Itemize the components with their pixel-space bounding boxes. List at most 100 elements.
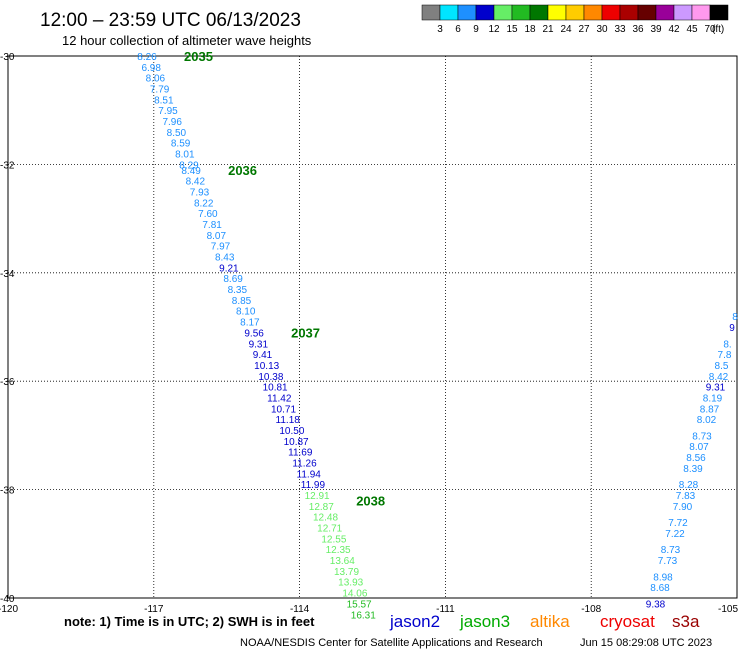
wave-height-reading: 11.42	[267, 393, 292, 404]
lon-tick-label: -117	[144, 604, 164, 615]
legend-swatch	[457, 4, 477, 21]
legend-swatch	[583, 4, 603, 21]
lat-tick-label: -40	[0, 594, 15, 605]
wave-height-reading: 10.71	[271, 404, 296, 415]
wave-height-reading: 6.98	[141, 63, 161, 74]
legend-swatch	[421, 4, 441, 21]
wave-height-reading: 8.	[723, 339, 731, 350]
lat-tick-label: -32	[0, 160, 15, 171]
wave-height-reading: 15.57	[347, 599, 372, 610]
wave-height-reading: 9.38	[646, 599, 666, 610]
wave-height-reading: 8.07	[207, 231, 227, 242]
legend-label: 45	[686, 24, 698, 35]
wave-height-reading: 8.43	[215, 253, 235, 264]
legend-label: 3	[437, 24, 443, 35]
wave-height-reading: 8.19	[703, 393, 723, 404]
wave-height-reading: 9.31	[706, 383, 726, 394]
legend-label: 39	[650, 24, 662, 35]
wave-height-reading: 7.22	[665, 529, 685, 540]
pass-time-label: 2037	[291, 325, 320, 340]
units-note: note: 1) Time is in UTC; 2) SWH is in fe…	[64, 614, 315, 629]
legend-swatch	[655, 4, 675, 21]
wave-height-reading: 8.26	[137, 52, 157, 63]
track-1: 8.266.988.067.798.517.957.968.508.598.01…	[137, 49, 385, 621]
lat-lon-grid	[8, 56, 737, 598]
lat-tick-label: -38	[0, 486, 15, 497]
legend-label: 33	[614, 24, 626, 35]
wave-height-reading: 12.91	[305, 491, 330, 502]
pass-time-label: 2035	[184, 49, 213, 64]
wave-height-reading: 7.79	[150, 85, 170, 96]
wave-height-reading: 11.99	[301, 480, 326, 491]
wave-height-reading: 8.17	[240, 318, 260, 329]
wave-height-reading: 11.18	[276, 415, 301, 426]
wave-height-reading: 11.26	[292, 459, 317, 470]
legend-swatch	[565, 4, 585, 21]
satellite-name-cryosat: cryosat	[600, 612, 655, 631]
wave-height-reading: 12.87	[309, 502, 334, 513]
legend-swatch	[637, 4, 657, 21]
axis-tick-labels: -120 -117 -114 -111 -108 -105 -30 -32 -34 -36 -38 -…	[0, 52, 738, 615]
legend-swatch	[511, 4, 531, 21]
wave-height-reading: 8.87	[700, 404, 720, 415]
wave-height-reading: 8	[732, 312, 738, 323]
wave-height-reading: 8.06	[146, 74, 166, 85]
wave-height-reading: 7.8	[718, 350, 732, 361]
wave-height-reading: 8.01	[175, 150, 195, 161]
legend-label: 18	[524, 24, 536, 35]
legend-swatch	[439, 4, 459, 21]
wave-height-reading: 8.07	[689, 442, 709, 453]
lat-tick-label: -30	[0, 52, 15, 63]
wave-height-reading: 8.28	[679, 480, 699, 491]
pass-time-label: 2036	[228, 163, 257, 178]
wave-height-reading: 10.81	[263, 383, 288, 394]
wave-height-reading: 10.87	[284, 437, 309, 448]
wave-height-reading: 9.41	[253, 350, 273, 361]
wave-height-reading: 8.39	[683, 464, 703, 475]
legend-swatch	[547, 4, 567, 21]
wave-height-reading: 12.71	[317, 524, 342, 535]
legend-swatch	[529, 4, 549, 21]
wave-height-reading: 8.29	[179, 160, 199, 171]
wave-height-reading: 8.85	[232, 296, 252, 307]
legend-swatch	[691, 4, 711, 21]
legend-swatch	[709, 4, 729, 21]
wave-height-reading: 7.72	[668, 518, 688, 529]
satellite-name-s3a: s3a	[672, 612, 700, 631]
wave-height-reading: 10.13	[254, 361, 279, 372]
wave-height-reading: 8.59	[171, 139, 191, 150]
satellite-legend: jason2 jason3 altika cryosat s3a	[389, 612, 700, 631]
wave-height-reading: 7.95	[158, 106, 178, 117]
legend-label: 15	[506, 24, 518, 35]
legend-label: 36	[632, 24, 644, 35]
color-legend: 3 6 9 12 15 18 21 24 27 30 33 36 39 42 45 70(ft)	[421, 4, 729, 35]
legend-swatch	[619, 4, 639, 21]
wave-height-reading: 8.35	[228, 285, 248, 296]
legend-label: 42	[668, 24, 680, 35]
pass-time-label: 2038	[356, 493, 385, 508]
generated-timestamp: Jun 15 08:29:08 UTC 2023	[580, 637, 712, 649]
wave-height-reading: 10.38	[258, 372, 283, 383]
wave-height-reading: 11.69	[288, 448, 313, 459]
wave-height-reading: 7.96	[162, 117, 182, 128]
wave-height-reading: 8.56	[686, 453, 706, 464]
wave-height-reading: 9.31	[249, 339, 269, 350]
wave-height-reading: 11.94	[297, 469, 322, 480]
wave-height-reading: 7.81	[202, 220, 222, 231]
legend-label: 27	[578, 24, 590, 35]
legend-label: 21	[542, 24, 554, 35]
lon-tick-label: -108	[581, 604, 601, 615]
legend-unit: (ft)	[712, 24, 724, 35]
legend-swatch	[673, 4, 693, 21]
map-title: 12:00 – 23:59 UTC 06/13/2023	[40, 10, 301, 31]
legend-label: 30	[596, 24, 608, 35]
wave-height-reading: 7.93	[190, 188, 210, 199]
wave-height-reading: 8.68	[650, 583, 670, 594]
wave-height-reading: 8.51	[154, 95, 174, 106]
wave-height-reading: 8.02	[697, 415, 717, 426]
wave-height-reading: 8.22	[194, 198, 214, 209]
wave-height-reading: 8.73	[661, 545, 681, 556]
legend-label: 12	[488, 24, 500, 35]
